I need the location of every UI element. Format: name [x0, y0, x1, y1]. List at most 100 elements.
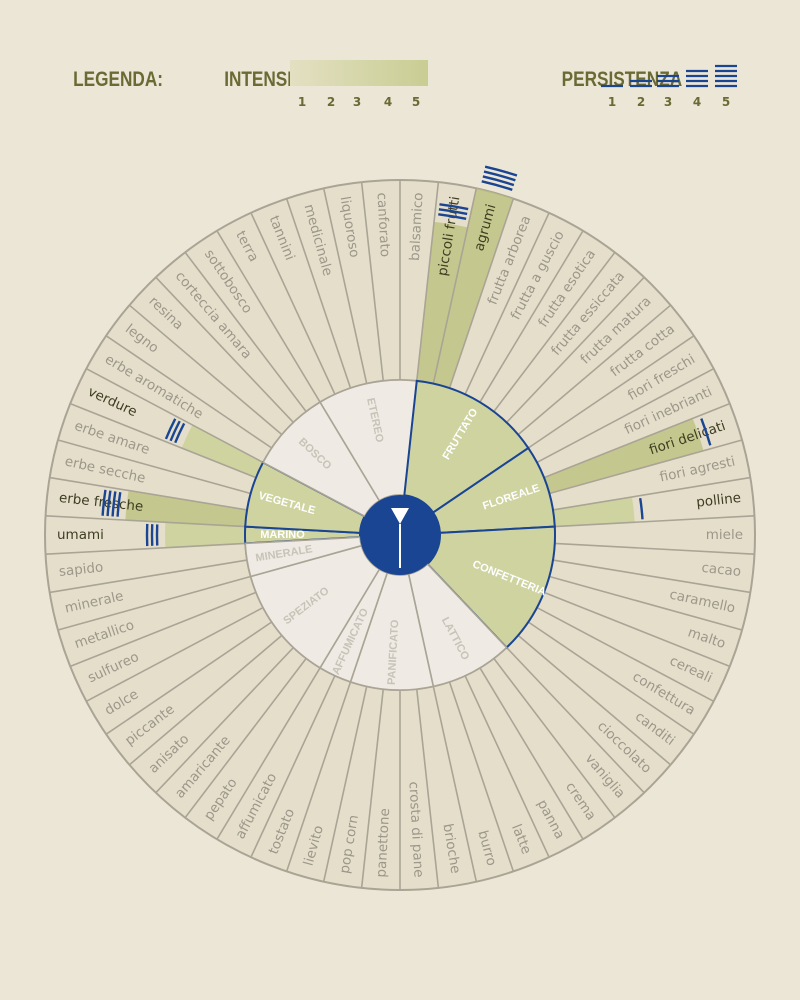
descriptor-divider	[517, 634, 672, 766]
persistence-mark-piccoli-frutti	[438, 203, 469, 221]
persistence-mark-umami	[145, 523, 159, 547]
descriptor-divider	[128, 304, 283, 436]
intensity-tick-1: 1	[298, 95, 306, 109]
descriptor-divider	[464, 675, 550, 858]
descriptor-label-balsamico: balsamico	[407, 192, 427, 261]
persistence-level-4-icon	[686, 69, 708, 88]
descriptor-divider	[105, 621, 273, 735]
descriptor-divider	[250, 212, 336, 395]
descriptor-divider	[155, 276, 294, 424]
persistence-mark-polline	[639, 498, 644, 520]
persistence-marks	[101, 165, 712, 547]
category-segments	[243, 379, 556, 691]
descriptor-divider	[432, 188, 478, 384]
descriptor-divider	[184, 251, 307, 413]
descriptor-divider	[536, 606, 715, 702]
descriptor-divider	[322, 188, 368, 384]
intensity-gradient-bar	[290, 60, 428, 86]
descriptor-divider	[448, 198, 515, 389]
descriptor-divider	[360, 181, 385, 381]
descriptor-divider	[479, 230, 584, 403]
intensity-fill-umami	[165, 522, 246, 548]
descriptor-divider	[549, 575, 743, 631]
descriptor-divider	[549, 439, 743, 495]
descriptor-divider	[85, 606, 264, 702]
descriptor-divider	[517, 304, 672, 436]
descriptor-divider	[479, 667, 584, 840]
persistence-tick-2: 2	[637, 95, 645, 109]
persistence-label: PERSISTENZA	[562, 69, 683, 92]
descriptor-divider	[360, 689, 385, 889]
descriptor-divider	[464, 212, 550, 395]
descriptor-divider	[105, 335, 273, 449]
descriptor-divider	[493, 251, 616, 413]
descriptor-divider	[527, 335, 695, 449]
intensity-fill-piccoli-frutti	[416, 221, 468, 384]
descriptor-divider	[493, 657, 616, 819]
descriptor-divider	[69, 591, 257, 668]
descriptor-divider	[415, 689, 440, 889]
descriptor-divider	[128, 634, 283, 766]
persistence-tick-5: 5	[722, 95, 730, 109]
persistence-mark-erbe-fresche	[101, 489, 122, 517]
descriptor-divider	[506, 276, 645, 424]
descriptor-divider	[506, 646, 645, 794]
intensity-tick-4: 4	[384, 95, 392, 109]
descriptor-divider	[57, 575, 251, 631]
intensity-tick-3: 3	[353, 95, 361, 109]
descriptor-divider	[543, 591, 731, 668]
category-label-marino: MARINO	[260, 529, 305, 541]
persistence-level-3-icon	[657, 74, 679, 88]
descriptor-label-panettone: panettone	[373, 808, 393, 878]
descriptor-divider	[322, 686, 368, 882]
descriptor-divider	[285, 198, 352, 389]
descriptor-divider	[554, 514, 755, 528]
descriptor-dividers	[45, 180, 755, 890]
persistence-mark-agrumi	[481, 165, 518, 191]
descriptor-divider	[527, 621, 695, 735]
persistence-tick-3: 3	[664, 95, 672, 109]
persistence-mark-fiori-delicati	[700, 418, 712, 446]
descriptor-divider	[69, 402, 257, 479]
persistence-ticks: 1 2 3 4 5	[608, 95, 730, 109]
intensity-fill-polline	[552, 496, 635, 527]
descriptor-label-crosta-di-pane: crosta di pane	[405, 781, 426, 878]
descriptor-divider	[57, 439, 251, 495]
intensity-tick-2: 2	[327, 95, 335, 109]
descriptor-divider	[49, 476, 248, 511]
descriptor-divider	[552, 476, 751, 511]
descriptor-divider	[448, 681, 515, 872]
descriptor-divider	[45, 542, 246, 556]
intensity-ticks: 1 2 3 4 5	[298, 95, 420, 109]
persistence-icons	[601, 64, 737, 88]
descriptor-divider	[184, 657, 307, 819]
intensity-fill-fiori-delicati	[543, 418, 704, 494]
descriptor-divider	[49, 559, 248, 594]
descriptor-divider	[216, 230, 321, 403]
descriptor-label-cacao: cacao	[701, 560, 742, 580]
descriptor-divider	[543, 402, 731, 479]
descriptor-divider	[285, 681, 352, 872]
descriptor-divider	[432, 686, 478, 882]
intensity-fill-erbe-fresche	[125, 490, 248, 527]
descriptor-divider	[155, 646, 294, 794]
intensity-fill-agrumi	[433, 188, 514, 389]
persistence-level-5-icon	[715, 64, 737, 88]
descriptor-divider	[415, 181, 440, 381]
descriptor-segments	[125, 188, 704, 548]
descriptor-label-sapido: sapido	[58, 559, 104, 580]
descriptor-label-polline: polline	[695, 490, 741, 511]
intensity-fill-verdure	[181, 424, 264, 478]
descriptor-label-canforato: canforato	[373, 192, 392, 257]
persistence-mark-verdure	[164, 418, 186, 444]
descriptor-label-miele: miele	[706, 527, 743, 543]
persistence-tick-1: 1	[608, 95, 616, 109]
legend-title: LEGENDA:	[73, 69, 163, 92]
cocktail-glass-icon	[391, 508, 409, 568]
descriptor-divider	[554, 542, 755, 556]
descriptor-divider	[552, 559, 751, 594]
descriptor-label-umami: umami	[57, 527, 104, 543]
intensity-tick-5: 5	[412, 95, 420, 109]
